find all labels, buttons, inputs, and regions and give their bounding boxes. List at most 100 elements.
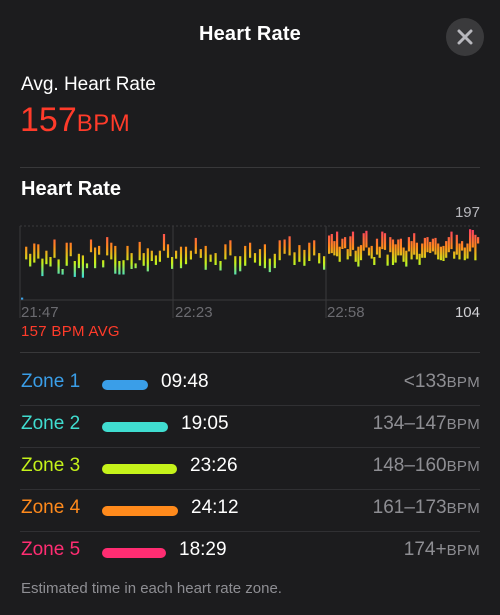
heart-rate-chart [19,225,480,318]
heart-rate-bar [447,237,450,253]
heart-rate-bar [344,237,347,249]
heart-rate-bar [394,244,397,263]
heart-rate-bar [89,239,93,253]
heart-rate-bar [378,246,381,258]
zone-row: Zone 5 18:29 174+BPM [0,531,500,573]
zone-name: Zone 4 [21,497,81,518]
chart-title: Heart Rate [21,178,122,200]
zone-range: 174+BPM [404,539,480,561]
heart-rate-bar [463,247,466,261]
heart-rate-bar [354,250,357,262]
close-button[interactable] [446,18,484,56]
heart-rate-bar [365,230,368,248]
heart-rate-bar [175,250,178,259]
zone-name: Zone 1 [21,371,81,392]
heart-rate-bar [471,230,474,248]
heart-rate-bar [209,254,212,262]
zone-range-value: 148–160 [372,455,447,476]
heart-rate-bar [458,243,461,260]
chart-y-min-label: 104 [454,304,480,321]
heart-rate-bar [199,249,202,258]
heart-rate-bar [407,237,410,252]
zone-row: Zone 4 24:12 161–173BPM [0,489,500,531]
heart-rate-bar [204,245,207,270]
heart-rate-bar [421,243,424,258]
zone-row: Zone 2 19:05 134–147BPM [0,405,500,447]
heart-rate-bar [85,263,89,269]
zone-range-value: 161–173 [372,497,447,518]
zone-name: Zone 5 [21,539,81,560]
zone-row: Zone 1 09:48 <133BPM [0,363,500,405]
heart-rate-bar [381,231,384,250]
heart-rate-bar [288,236,291,256]
heart-rate-bar [118,261,121,275]
heart-rate-bar [102,260,105,268]
heart-rate-bar [29,253,32,267]
heart-rate-bar [466,243,469,259]
heart-rate-bar [122,260,125,275]
heart-rate-bar [253,253,257,263]
zone-range-unit: BPM [446,500,480,517]
heart-rate-bar [229,240,232,256]
heart-rate-bar [293,252,296,265]
heart-rate-bar [110,242,113,260]
heart-rate-bar [219,261,222,271]
chart-y-max-label: 197 [454,204,480,221]
heart-rate-bar [469,229,472,252]
heart-rate-bar [224,244,227,260]
heart-rate-bar [214,253,217,265]
heart-rate-bar [330,234,333,254]
heart-rate-bar [391,239,395,265]
heart-rate-bar [402,247,405,262]
heart-rate-bar [65,242,68,266]
heart-rate-bar [162,234,166,251]
heart-rate-bar [41,258,44,277]
heart-rate-bar [318,253,321,264]
zone-range-value: 174+ [403,539,447,560]
heart-rate-bar [49,257,52,267]
heart-rate-bar [263,244,266,269]
zone-divider [20,447,480,448]
zone-range-unit: BPM [446,416,480,433]
footnote: Estimated time in each heart rate zone. [21,580,282,597]
zone-range: <133BPM [404,371,480,393]
heart-rate-bar [61,269,64,275]
heart-rate-bar [453,251,456,259]
heart-rate-bar [146,248,149,272]
zone-divider [20,405,480,406]
heart-rate-bar [138,241,141,261]
heart-rate-bar [37,244,40,259]
zone-range-unit: BPM [446,542,480,559]
zone-time-bar [102,380,148,390]
heart-rate-bar [73,261,76,277]
chart-x-label-2: 22:23 [175,304,213,321]
header: Heart Rate [0,0,500,72]
heart-rate-bar [375,238,379,255]
avg-value-number: 157 [20,101,77,139]
zone-divider [20,531,480,532]
zone-time: 19:05 [181,413,229,434]
heart-rate-bar [333,241,336,256]
heart-rate-bar [69,242,72,257]
heart-rate-bar [455,234,458,255]
heart-rate-bar [114,245,117,274]
heart-rate-bar [98,245,101,255]
heart-rate-bar [184,246,188,265]
heart-rate-bar [239,256,242,272]
zone-range: 134–147BPM [373,413,480,435]
heart-rate-bar [405,250,408,267]
heart-rate-bar [336,231,339,257]
heart-rate-bar [399,238,402,256]
heart-rate-bar [450,231,453,250]
heart-rate-bar [351,231,355,250]
heart-rate-bar [415,242,418,260]
heart-rate-bar [413,233,416,255]
heart-rate-bar [77,253,80,269]
page-title: Heart Rate [198,23,302,45]
heart-rate-bar [370,245,373,259]
avg-heart-rate-label: Avg. Heart Rate [21,74,156,95]
heart-rate-bar [134,263,137,269]
heart-rate-bar [418,253,421,265]
avg-heart-rate-value: 157BPM [20,100,130,144]
heart-rate-bar [166,244,170,258]
